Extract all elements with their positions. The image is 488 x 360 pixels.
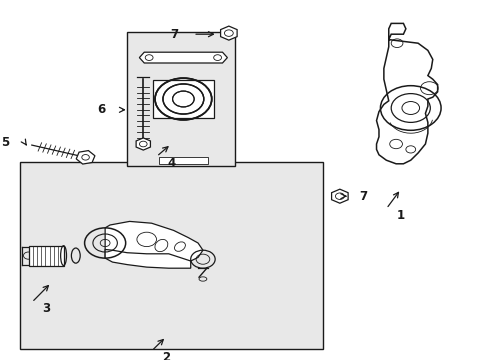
Text: 7: 7: [170, 28, 178, 41]
Polygon shape: [105, 221, 203, 263]
Text: 6: 6: [97, 103, 105, 116]
Polygon shape: [376, 23, 437, 164]
Text: 1: 1: [396, 209, 404, 222]
Polygon shape: [331, 189, 347, 203]
Polygon shape: [76, 150, 95, 164]
Bar: [152, 80, 214, 118]
Text: 5: 5: [1, 136, 10, 149]
Bar: [159, 157, 207, 164]
Polygon shape: [136, 138, 150, 150]
Text: 2: 2: [162, 351, 170, 360]
Bar: [127, 32, 234, 166]
Polygon shape: [105, 249, 190, 268]
Polygon shape: [139, 52, 227, 63]
Polygon shape: [220, 26, 237, 40]
Text: 4: 4: [167, 157, 175, 170]
Text: 7: 7: [359, 190, 367, 203]
Bar: [20, 162, 322, 349]
Bar: [29, 246, 63, 266]
Text: 3: 3: [42, 302, 50, 315]
